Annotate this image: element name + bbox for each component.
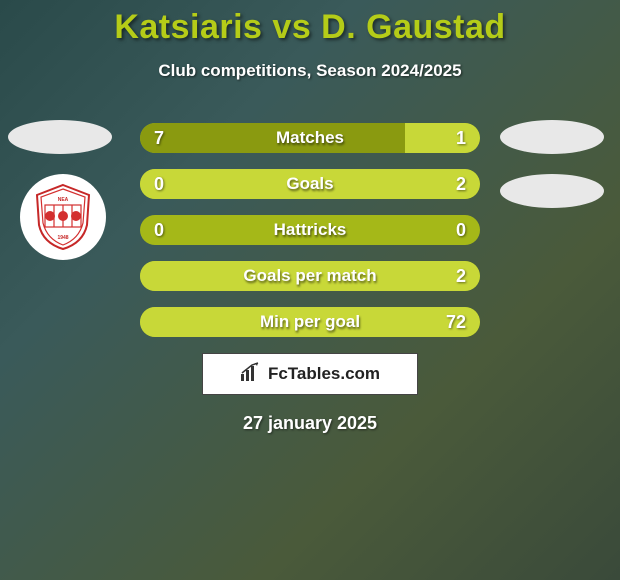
- stat-right-value: 0: [442, 215, 480, 245]
- stat-row-hattricks: 0 Hattricks 0: [140, 215, 480, 245]
- left-avatar-column: NEA 1948: [8, 120, 118, 260]
- svg-text:1948: 1948: [57, 235, 68, 241]
- stat-right-value: 1: [442, 123, 480, 153]
- page-title: Katsiaris vs D. Gaustad: [0, 0, 620, 47]
- brand-badge[interactable]: FcTables.com: [202, 353, 418, 395]
- stat-row-gpm: Goals per match 2: [140, 261, 480, 291]
- chart-icon: [240, 362, 262, 387]
- right-avatar-column: [500, 120, 610, 228]
- svg-text:NEA: NEA: [58, 197, 69, 203]
- stat-row-mpg: Min per goal 72: [140, 307, 480, 337]
- brand-text: FcTables.com: [268, 364, 380, 384]
- player2-club-silhouette: [500, 174, 604, 208]
- crest-icon: NEA 1948: [31, 183, 95, 251]
- page-subtitle: Club competitions, Season 2024/2025: [0, 61, 620, 81]
- stat-right-value: 2: [442, 261, 480, 291]
- stat-right-value: 2: [442, 169, 480, 199]
- stat-label: Min per goal: [140, 307, 480, 337]
- stats-block: 7 Matches 1 0 Goals 2 0 Hattricks 0 Goal…: [140, 123, 480, 337]
- stat-label: Goals per match: [140, 261, 480, 291]
- player1-silhouette: [8, 120, 112, 154]
- player2-silhouette: [500, 120, 604, 154]
- stat-label: Hattricks: [140, 215, 480, 245]
- player1-club-crest: NEA 1948: [20, 174, 106, 260]
- stat-row-matches: 7 Matches 1: [140, 123, 480, 153]
- date-label: 27 january 2025: [0, 413, 620, 434]
- stat-label: Matches: [140, 123, 480, 153]
- stat-label: Goals: [140, 169, 480, 199]
- stat-right-value: 72: [432, 307, 480, 337]
- stat-row-goals: 0 Goals 2: [140, 169, 480, 199]
